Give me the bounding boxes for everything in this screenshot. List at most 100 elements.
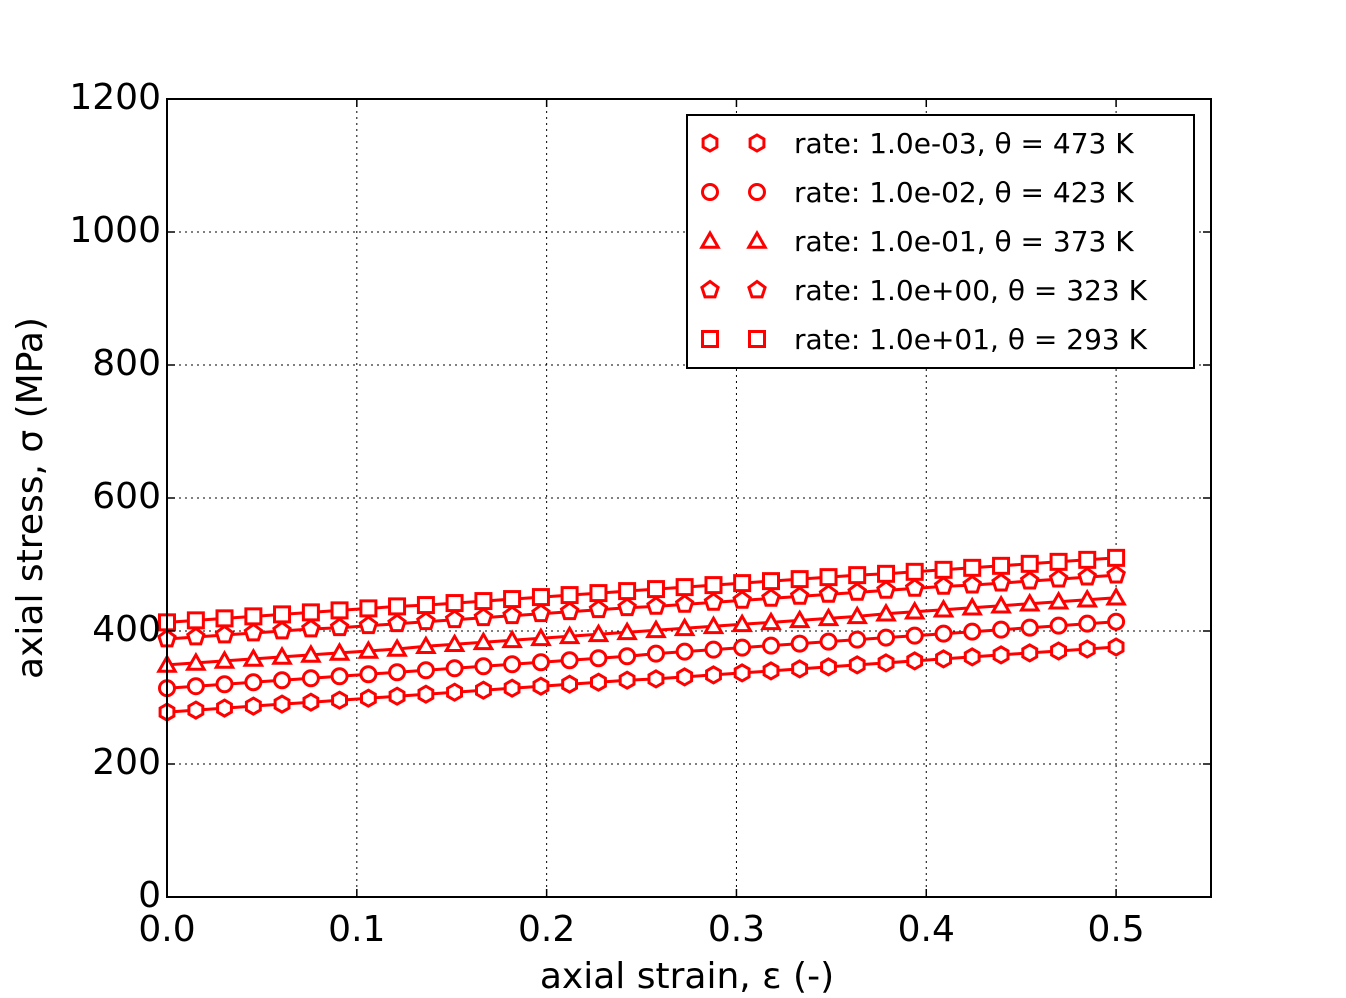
data-point-circle [244,673,263,692]
data-point-circle [992,620,1011,639]
data-point-pentagon [329,617,350,637]
data-point-hexagon [532,676,550,696]
series-line [166,645,1117,714]
data-point-square [215,609,234,628]
x-tick-label: 0.5 [1087,909,1144,950]
legend-entry: rate: 1.0e+00, θ = 323 K [700,274,1148,307]
data-point-circle [618,647,637,666]
data-point-circle [704,640,723,659]
data-point-triangle [817,607,840,627]
legend: rate: 1.0e-03, θ = 473 K rate: 1.0e-02, θ… [686,114,1195,369]
data-point-hexagon [446,682,463,702]
legend-marker-circle [701,183,719,201]
data-point-triangle [415,635,437,654]
data-point-pentagon [272,620,292,640]
data-point-triangle [271,645,293,665]
y-tick-label: 1000 [69,210,161,251]
series-hexagon [158,637,1125,722]
data-point-circle [819,632,838,651]
series-line [166,620,1117,690]
data-point-hexagon [705,665,722,685]
series-line [166,556,1117,624]
data-point-triangle [501,629,523,649]
data-point-pentagon [904,578,925,597]
data-point-triangle [903,600,926,620]
data-point-square [733,574,752,593]
data-point-pentagon [473,607,494,627]
legend-label: rate: 1.0e-02, θ = 423 K [794,176,1134,209]
legend-marker-pentagon [700,279,720,299]
data-point-square [1049,552,1068,571]
data-point-triangle [760,611,782,631]
data-point-square [646,580,665,599]
data-point-triangle [702,615,725,635]
legend-box [686,114,1195,369]
data-point-circle [675,642,694,661]
data-point-circle [905,626,924,645]
legend-marker-square [748,330,766,348]
data-point-triangle [875,602,897,622]
data-point-hexagon [1107,637,1125,657]
data-point-square [848,566,867,585]
legend-label: rate: 1.0e+01, θ = 293 K [794,323,1148,356]
legend-marker-pentagon [747,279,767,299]
data-point-pentagon [387,613,407,633]
data-point-hexagon [906,651,924,671]
data-point-square [359,599,378,618]
data-point-triangle [443,633,466,652]
data-point-square [560,586,579,605]
data-point-circle [646,644,665,663]
data-point-triangle [328,641,351,661]
data-point-pentagon [732,590,752,609]
y-tick-label: 600 [92,476,161,517]
data-point-hexagon [1078,639,1096,659]
data-point-hexagon [331,690,348,710]
data-point-square [1078,550,1097,569]
series-line [166,596,1117,667]
data-point-hexagon [590,672,607,692]
data-point-hexagon [1050,641,1067,661]
data-point-triangle [1076,588,1099,608]
data-point-triangle [645,619,667,639]
data-point-pentagon [991,572,1011,592]
data-point-triangle [961,596,983,616]
data-point-pentagon [243,622,264,642]
data-point-triangle [184,651,207,671]
series-pentagon [157,564,1126,648]
data-point-circle [589,649,608,668]
data-point-triangle [990,594,1012,614]
data-point-hexagon [244,696,262,716]
data-point-square [330,601,349,620]
data-point-square [992,556,1011,575]
data-point-square [474,592,493,611]
data-point-pentagon [301,618,321,638]
data-point-hexagon [963,647,981,667]
data-point-circle [963,622,982,641]
data-point-pentagon [761,588,781,607]
data-point-hexagon [791,659,809,679]
data-point-hexagon [360,688,377,708]
data-point-square [618,582,637,601]
data-point-pentagon [962,574,983,594]
data-point-circle [474,657,493,676]
data-point-square [762,572,781,591]
data-point-circle [1107,612,1126,631]
data-point-square [905,562,924,581]
data-point-pentagon [933,576,954,595]
data-point-pentagon [186,626,206,646]
data-point-square [790,570,809,589]
y-tick-label: 200 [92,742,161,783]
data-point-square [675,578,694,597]
data-point-triangle [213,649,236,669]
legend-marker-triangle [699,229,721,249]
data-point-triangle [472,631,495,651]
data-point-hexagon [848,655,866,675]
data-point-hexagon [1021,643,1039,663]
data-point-pentagon [531,603,551,623]
data-point-pentagon [358,615,379,635]
data-point-triangle [846,605,868,625]
data-point-pentagon [416,611,436,631]
data-point-circle [503,655,522,674]
data-point-hexagon [992,645,1010,665]
legend-entry: rate: 1.0e-01, θ = 373 K [699,225,1134,258]
